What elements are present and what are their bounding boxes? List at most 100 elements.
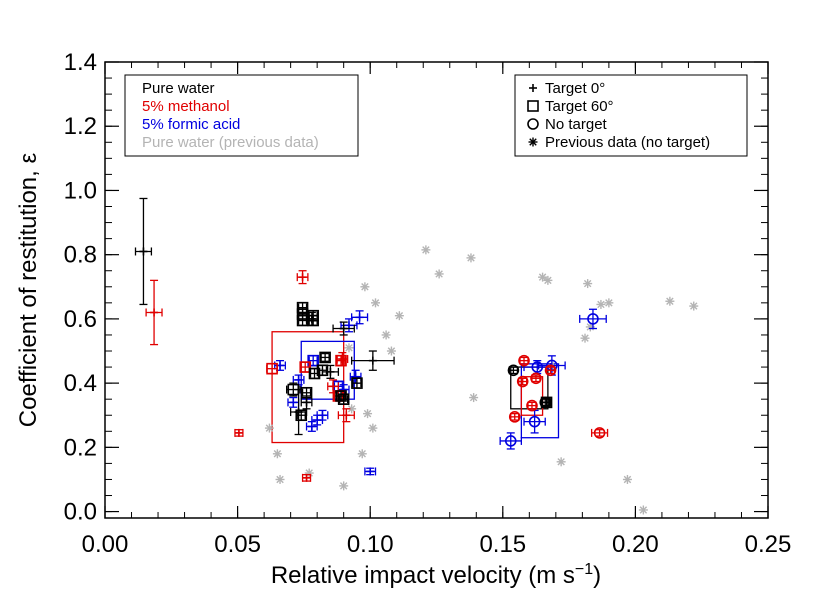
data-point-methanol-square xyxy=(266,362,279,375)
marker xyxy=(516,375,529,388)
data-point-formic-circle xyxy=(499,432,523,450)
data-point-water-square xyxy=(316,364,329,377)
marker xyxy=(507,364,520,377)
y-tick-label: 0.0 xyxy=(64,499,97,526)
marker xyxy=(289,398,298,407)
marker xyxy=(275,474,285,484)
data-point-formic-plus xyxy=(364,467,377,476)
marker xyxy=(299,361,312,373)
y-tick-label: 0.2 xyxy=(64,434,97,461)
marker xyxy=(339,481,349,491)
marker xyxy=(543,275,553,285)
data-point-water-plus xyxy=(350,350,395,371)
marker xyxy=(587,313,599,325)
data-point-water-square xyxy=(307,314,319,327)
marker xyxy=(360,282,370,292)
marker xyxy=(294,375,303,384)
marker xyxy=(638,505,648,515)
x-tick-label: 0.00 xyxy=(82,531,129,558)
data-point-previous-asterisk xyxy=(275,474,285,484)
data-point-methanol-circle xyxy=(508,411,521,423)
marker xyxy=(593,427,606,439)
marker xyxy=(287,383,300,396)
data-point-formic-plus xyxy=(350,310,369,325)
data-point-previous-asterisk xyxy=(638,505,648,515)
data-point-previous-asterisk xyxy=(689,301,699,311)
legend-fluid-entry: 5% methanol xyxy=(142,98,230,115)
y-tick-label: 0.8 xyxy=(64,242,97,269)
data-point-previous-asterisk xyxy=(394,311,404,321)
marker xyxy=(596,299,606,309)
marker xyxy=(544,364,557,377)
x-axis-title-superscript: −1 xyxy=(575,561,593,578)
data-point-previous-asterisk xyxy=(604,298,614,308)
data-point-water-plus xyxy=(321,364,340,379)
x-tick-label: 0.15 xyxy=(479,531,526,558)
marker xyxy=(371,298,381,308)
x-tick-label: 0.25 xyxy=(745,531,792,558)
marker xyxy=(528,415,541,428)
data-point-methanol-plus xyxy=(336,351,349,367)
marker xyxy=(508,411,521,423)
marker xyxy=(300,386,313,399)
legend-fluid-frame xyxy=(124,74,359,157)
data-point-formic-square xyxy=(307,354,319,367)
marker xyxy=(272,449,282,459)
marker xyxy=(539,396,552,409)
data-point-previous-asterisk xyxy=(304,468,314,478)
marker xyxy=(351,372,360,381)
marker xyxy=(469,393,479,403)
data-point-water-square xyxy=(295,409,308,422)
data-point-water-circle xyxy=(539,396,552,409)
marker xyxy=(319,351,331,364)
data-point-previous-asterisk xyxy=(381,330,391,340)
data-point-water-square xyxy=(286,382,301,397)
data-point-previous-asterisk xyxy=(357,449,367,459)
data-point-previous-asterisk xyxy=(368,423,378,433)
axis-ticks: 0.00 0.05 0.10 0.15 0.20 0.25 0.0 0.2 0.4 0.6 0.8 1… xyxy=(64,49,792,558)
marker xyxy=(335,354,347,367)
marker xyxy=(298,273,307,282)
legend-symbol-square xyxy=(527,100,539,112)
marker xyxy=(234,428,243,437)
marker xyxy=(313,416,322,425)
marker xyxy=(604,298,614,308)
marker xyxy=(329,382,338,391)
y-tick-label: 1.4 xyxy=(64,49,97,76)
data-point-formic-circle xyxy=(523,409,546,434)
data-point-previous-asterisk xyxy=(264,423,274,433)
marker xyxy=(316,364,329,377)
legend-fluid: Pure water 5% methanol 5% formic acid Pu… xyxy=(124,74,359,157)
data-point-methanol-circle xyxy=(590,427,609,439)
marker xyxy=(580,333,590,343)
data-point-water-square xyxy=(351,377,363,389)
data-point-previous-asterisk xyxy=(360,282,370,292)
data-point-methanol-circle xyxy=(516,375,529,388)
marker xyxy=(689,301,699,311)
marker xyxy=(530,372,542,385)
marker xyxy=(337,393,350,405)
data-point-methanol-circle xyxy=(530,372,542,385)
legend-fluid-entry: 5% formic acid xyxy=(142,116,240,133)
marker xyxy=(518,354,530,367)
marker xyxy=(504,435,517,447)
data-point-methanol-plus xyxy=(301,473,312,482)
data-point-previous-asterisk xyxy=(543,275,553,285)
marker xyxy=(139,247,148,256)
marker xyxy=(355,313,364,322)
data-point-previous-asterisk xyxy=(665,296,675,306)
data-point-water-square xyxy=(300,386,313,399)
marker xyxy=(531,361,544,373)
y-tick-label: 1.0 xyxy=(64,177,97,204)
data-point-water-square xyxy=(296,314,309,327)
data-point-previous-asterisk xyxy=(272,449,282,459)
y-tick-label: 0.6 xyxy=(64,306,97,333)
data-point-formic-circle xyxy=(579,308,607,330)
marker xyxy=(466,253,476,263)
legend-fluid-entry: Pure water xyxy=(142,80,215,97)
data-point-previous-asterisk xyxy=(556,457,566,467)
data-point-water-plus xyxy=(300,395,313,410)
marker xyxy=(266,362,278,375)
marker xyxy=(363,409,373,419)
